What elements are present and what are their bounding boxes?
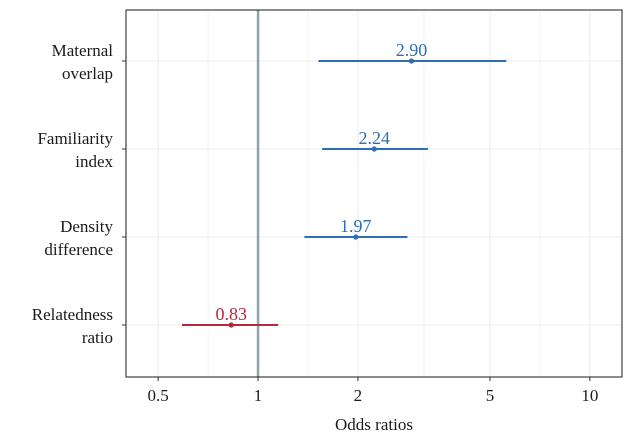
estimate-value-label: 0.83 [215, 304, 247, 324]
x-axis-title: Odds ratios [335, 415, 413, 434]
estimate-value-label: 1.97 [340, 216, 372, 236]
y-axis-label: Relatedness ratio [32, 305, 113, 347]
estimate-value-label: 2.24 [359, 128, 391, 148]
estimate-point [353, 234, 359, 240]
x-tick-label: 1 [254, 386, 263, 405]
plot-panel-border [125, 9, 623, 378]
estimate-point [371, 146, 377, 152]
estimate-row: 2.90 [318, 40, 507, 64]
estimate-value-label: 2.90 [396, 40, 428, 60]
estimate-point [228, 322, 234, 328]
y-axis-label: Density difference [44, 217, 113, 259]
y-axis-label: Maternal overlap [52, 41, 114, 83]
estimate-row: 1.97 [304, 216, 408, 240]
x-tick-label: 5 [486, 386, 495, 405]
x-tick-label: 10 [581, 386, 598, 405]
y-axis-labels: Maternal overlap Familiarity index Density di… [32, 41, 126, 347]
estimate-point [408, 58, 415, 64]
estimate-rows: 2.90 2.24 1.97 0.83 [182, 40, 507, 328]
x-tick-label: 0.5 [148, 386, 169, 405]
y-axis-label: Familiarity index [37, 129, 113, 171]
estimate-row: 0.83 [182, 304, 279, 328]
estimate-row: 2.24 [322, 128, 428, 152]
x-axis: 0.5 1 2 5 10 [148, 377, 598, 405]
x-tick-label: 2 [354, 386, 363, 405]
grid [126, 10, 622, 377]
